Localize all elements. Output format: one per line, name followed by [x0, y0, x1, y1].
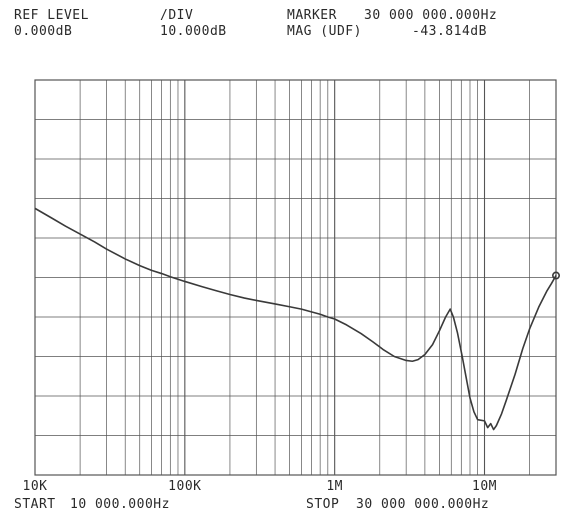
plot-grid: [34, 79, 557, 476]
start-value: 10 000.000Hz: [70, 497, 170, 512]
x-tick-label: 10K: [23, 479, 48, 494]
marker-label: MARKER: [287, 8, 337, 23]
x-tick-label: 100K: [168, 479, 201, 494]
div-value: 10.000dB: [160, 24, 227, 39]
stop-label: STOP: [306, 497, 340, 512]
marker-point: [551, 271, 560, 280]
ref-level-label: REF LEVEL: [14, 8, 89, 23]
mag-label: MAG (UDF): [287, 24, 362, 39]
x-tick-labels: 10K 100K 1M 10M: [23, 479, 497, 494]
ref-level-value: 0.000dB: [14, 24, 73, 39]
marker-value: 30 000 000.000Hz: [364, 8, 498, 23]
x-tick-label: 10M: [472, 479, 497, 494]
trace-line: [34, 207, 557, 431]
div-label: /DIV: [160, 8, 194, 23]
x-tick-label: 1M: [326, 479, 343, 494]
stop-value: 30 000 000.000Hz: [356, 497, 490, 512]
start-label: START: [14, 497, 56, 512]
trace-layer: [34, 207, 560, 431]
mag-value: -43.814dB: [412, 24, 487, 39]
